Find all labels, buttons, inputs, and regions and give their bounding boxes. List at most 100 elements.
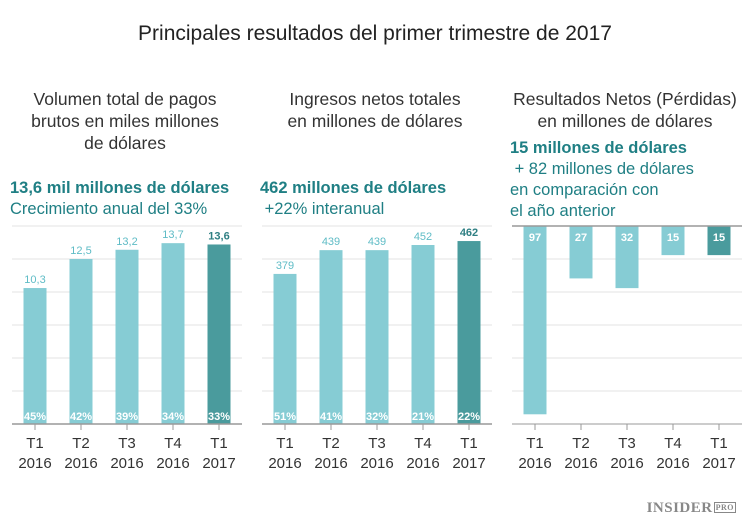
value-label: 379 — [276, 260, 294, 272]
headline-value: 13,6 mil millones de dólares — [10, 179, 230, 197]
value-label: 15 — [713, 232, 725, 244]
percent-label: 22% — [458, 411, 480, 423]
x-tick-label: 2016 — [360, 455, 393, 472]
x-tick-label: T2 — [322, 435, 340, 452]
chart-panel: Volumen total de pagos brutos en miles mi… — [0, 0, 250, 526]
value-label: 13,6 — [208, 230, 229, 242]
bar — [161, 243, 185, 424]
bar — [273, 273, 297, 424]
x-tick-label: 2016 — [610, 455, 643, 472]
value-label: 462 — [460, 227, 478, 239]
headline: 462 millones de dólares +22% interanual — [260, 178, 446, 220]
bar — [365, 250, 389, 424]
bar — [23, 288, 47, 424]
x-tick-label: 2016 — [656, 455, 689, 472]
chart-title-line: de dólares — [84, 133, 166, 153]
chart-panel: Ingresos netos totales en millones de dól… — [250, 0, 500, 526]
x-tick-label: 2017 — [702, 455, 735, 472]
value-label: 27 — [575, 232, 587, 244]
value-label: 10,3 — [24, 274, 45, 286]
x-tick-label: 2016 — [314, 455, 347, 472]
x-tick-label: T1 — [710, 435, 728, 452]
brand-logo: INSIDER PRO — [646, 500, 736, 516]
headline-value: 462 millones de dólares — [260, 179, 447, 197]
value-label: 439 — [322, 236, 340, 248]
bar — [707, 226, 731, 256]
chart-panel: Resultados Netos (Pérdidas) en millones d… — [500, 0, 750, 526]
chart-title-line: en millones de dólares — [287, 111, 463, 131]
value-label: 32 — [621, 232, 633, 244]
chart-title: Ingresos netos totales en millones de dól… — [250, 88, 500, 132]
headline-sub: el año anterior — [510, 202, 616, 220]
headline: 15 millones de dólares + 82 millones de … — [510, 138, 694, 222]
bar — [523, 226, 547, 415]
percent-label: 42% — [70, 411, 92, 423]
headline-value: 15 millones de dólares — [510, 139, 687, 157]
bar — [661, 226, 685, 256]
bar — [457, 241, 481, 424]
value-label: 97 — [529, 232, 541, 244]
x-tick-label: T3 — [118, 435, 136, 452]
x-tick-label: 2017 — [202, 455, 235, 472]
chart-title-line: brutos en miles millones — [31, 111, 219, 131]
bar — [319, 250, 343, 424]
x-tick-label: T1 — [210, 435, 228, 452]
bar — [569, 226, 593, 279]
bar — [207, 244, 231, 424]
percent-label: 34% — [162, 411, 184, 423]
x-tick-label: T4 — [164, 435, 182, 452]
x-tick-label: 2016 — [156, 455, 189, 472]
x-tick-label: T2 — [572, 435, 590, 452]
percent-label: 45% — [24, 411, 46, 423]
percent-label: 21% — [412, 411, 434, 423]
x-tick-label: 2016 — [518, 455, 551, 472]
bar — [411, 245, 435, 424]
x-tick-label: 2016 — [268, 455, 301, 472]
chart-title-line: Resultados Netos (Pérdidas) — [513, 89, 737, 109]
chart-title-line: Volumen total de pagos — [33, 89, 217, 109]
bar — [69, 259, 93, 424]
x-tick-label: T1 — [460, 435, 478, 452]
headline-sub: +22% interanual — [260, 200, 385, 218]
bar-chart: 10,3 45% T1 2016 12,5 42% T2 2016 13,2 39% T3 2016 1… — [12, 225, 242, 472]
value-label: 13,2 — [116, 236, 137, 248]
chart-title: Resultados Netos (Pérdidas) en millones d… — [500, 88, 750, 132]
page-title: Principales resultados del primer trimes… — [138, 22, 612, 45]
value-label: 13,7 — [162, 229, 183, 241]
x-tick-label: 2016 — [564, 455, 597, 472]
percent-label: 32% — [366, 411, 388, 423]
chart-title-line: Ingresos netos totales — [289, 89, 461, 109]
percent-label: 39% — [116, 411, 138, 423]
headline-sub: Crecimiento anual del 33% — [10, 200, 208, 218]
x-tick-label: T2 — [72, 435, 90, 452]
chart-title: Volumen total de pagos brutos en miles mi… — [0, 88, 250, 154]
x-tick-label: T1 — [276, 435, 294, 452]
percent-label: 41% — [320, 411, 342, 423]
x-tick-label: T3 — [618, 435, 636, 452]
x-tick-label: T4 — [664, 435, 682, 452]
x-tick-label: 2017 — [452, 455, 485, 472]
percent-label: 33% — [208, 411, 230, 423]
x-tick-label: T3 — [368, 435, 386, 452]
x-tick-label: 2016 — [64, 455, 97, 472]
value-label: 452 — [414, 231, 432, 243]
x-tick-label: 2016 — [18, 455, 51, 472]
value-label: 12,5 — [70, 245, 91, 257]
value-label: 439 — [368, 236, 386, 248]
bar-chart: 97 T1 2016 27 T2 2016 32 T3 2016 15 T4 2016 15 T1 2017 — [512, 225, 742, 472]
x-tick-label: 2016 — [406, 455, 439, 472]
chart-title-line: en millones de dólares — [537, 111, 713, 131]
headline-sub: en comparación con — [510, 181, 659, 199]
x-tick-label: T1 — [26, 435, 44, 452]
headline-sub: + 82 millones de dólares — [510, 160, 694, 178]
bar — [615, 226, 639, 289]
headline: 13,6 mil millones de dólares Crecimiento … — [10, 178, 229, 220]
bar-chart: 379 51% T1 2016 439 41% T2 2016 439 32% T3 2016 452 2… — [262, 225, 492, 472]
value-label: 15 — [667, 232, 679, 244]
bar — [115, 249, 139, 424]
percent-label: 51% — [274, 411, 296, 423]
x-tick-label: T1 — [526, 435, 544, 452]
x-tick-label: 2016 — [110, 455, 143, 472]
x-tick-label: T4 — [414, 435, 432, 452]
